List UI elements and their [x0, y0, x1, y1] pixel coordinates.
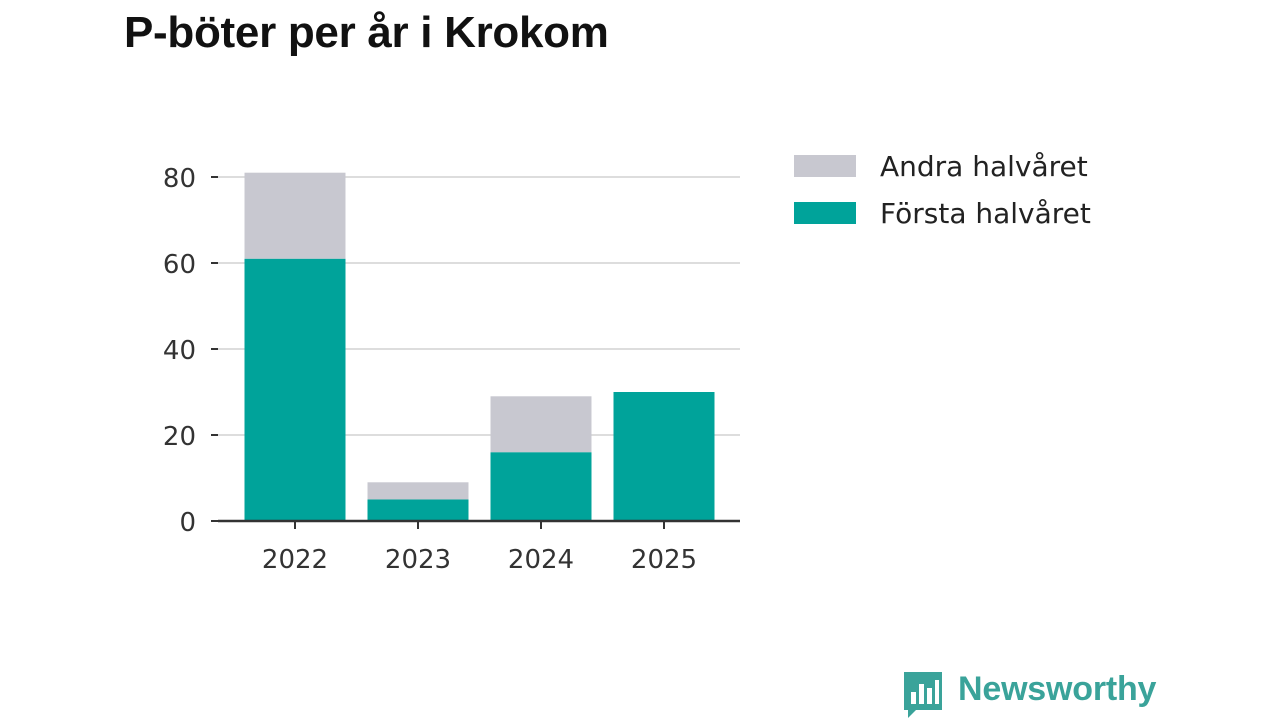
- newsworthy-logo: Newsworthy: [902, 670, 1156, 720]
- y-tick-label: 40: [163, 336, 196, 366]
- y-tick-label: 0: [179, 508, 196, 538]
- x-tick-label: 2023: [385, 545, 451, 575]
- chart-title: P-böter per år i Krokom: [124, 8, 609, 57]
- legend-label: Första halvåret: [880, 197, 1091, 230]
- newsworthy-chart-icon: [904, 672, 942, 718]
- legend-label: Andra halvåret: [880, 150, 1088, 183]
- y-tick-label: 80: [163, 164, 196, 194]
- legend-swatch: [794, 155, 856, 177]
- legend-swatch: [794, 202, 856, 224]
- y-tick-label: 20: [163, 422, 196, 452]
- bars: [244, 172, 715, 521]
- bar-2022-forsta: [244, 258, 346, 521]
- brand-name: Newsworthy: [958, 670, 1157, 708]
- bar-2025-forsta: [613, 392, 715, 521]
- bar-2024-forsta: [490, 452, 592, 521]
- axes: 0 20 40 60 80 2022 2023 2024 2025: [163, 164, 740, 575]
- x-tick-label: 2024: [508, 545, 574, 575]
- legend: Andra halvåret Första halvåret: [794, 150, 1091, 230]
- x-tick-label: 2022: [262, 545, 328, 575]
- bar-2024-andra: [490, 396, 592, 453]
- bar-2023-andra: [367, 482, 469, 500]
- x-tick-label: 2025: [631, 545, 697, 575]
- y-tick-label: 60: [163, 250, 196, 280]
- bar-2022-andra: [244, 172, 346, 259]
- bar-2023-forsta: [367, 499, 469, 521]
